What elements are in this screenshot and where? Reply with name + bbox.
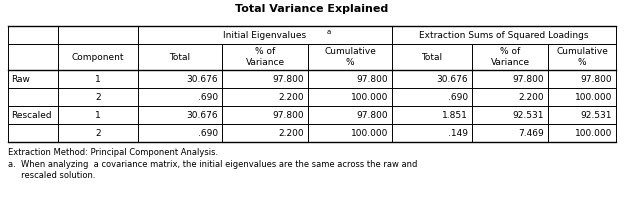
Text: 97.800: 97.800 [272,110,304,119]
Text: .149: .149 [448,129,468,138]
Text: 30.676: 30.676 [187,75,218,84]
Text: Extraction Method: Principal Component Analysis.: Extraction Method: Principal Component A… [8,148,218,157]
Text: 2.200: 2.200 [278,93,304,101]
Text: Total Variance Explained: Total Variance Explained [235,4,389,14]
Text: .690: .690 [198,93,218,101]
Text: Total: Total [421,52,442,62]
Text: 97.800: 97.800 [272,75,304,84]
Text: a.  When analyzing  a covariance matrix, the initial eigenvalues are the same ac: a. When analyzing a covariance matrix, t… [8,160,417,169]
Text: 30.676: 30.676 [436,75,468,84]
Text: Raw: Raw [11,75,30,84]
Text: 2: 2 [95,93,101,101]
Text: .690: .690 [448,93,468,101]
Text: Cumulative
%: Cumulative % [324,47,376,67]
Text: a: a [327,29,331,35]
Text: 2.200: 2.200 [278,129,304,138]
Text: Cumulative
%: Cumulative % [556,47,608,67]
Text: Rescaled: Rescaled [11,110,52,119]
Text: 1: 1 [95,75,101,84]
Text: 97.800: 97.800 [580,75,612,84]
Text: 92.531: 92.531 [512,110,544,119]
Text: 100.000: 100.000 [351,93,388,101]
Text: Initial Eigenvalues: Initial Eigenvalues [223,30,306,39]
Text: 97.800: 97.800 [356,75,388,84]
Text: 2: 2 [95,129,101,138]
Text: 100.000: 100.000 [351,129,388,138]
Text: 1: 1 [95,110,101,119]
Text: 2.200: 2.200 [519,93,544,101]
Text: 97.800: 97.800 [512,75,544,84]
Text: 100.000: 100.000 [575,93,612,101]
Text: 92.531: 92.531 [580,110,612,119]
Text: 1.851: 1.851 [442,110,468,119]
Text: rescaled solution.: rescaled solution. [8,171,95,180]
Text: % of
Variance: % of Variance [490,47,530,67]
Text: % of
Variance: % of Variance [245,47,285,67]
Text: 100.000: 100.000 [575,129,612,138]
Text: Component: Component [72,52,124,62]
Text: 30.676: 30.676 [187,110,218,119]
Text: 97.800: 97.800 [356,110,388,119]
Text: Extraction Sums of Squared Loadings: Extraction Sums of Squared Loadings [419,30,589,39]
Text: Total: Total [170,52,190,62]
Text: 7.469: 7.469 [519,129,544,138]
Text: .690: .690 [198,129,218,138]
